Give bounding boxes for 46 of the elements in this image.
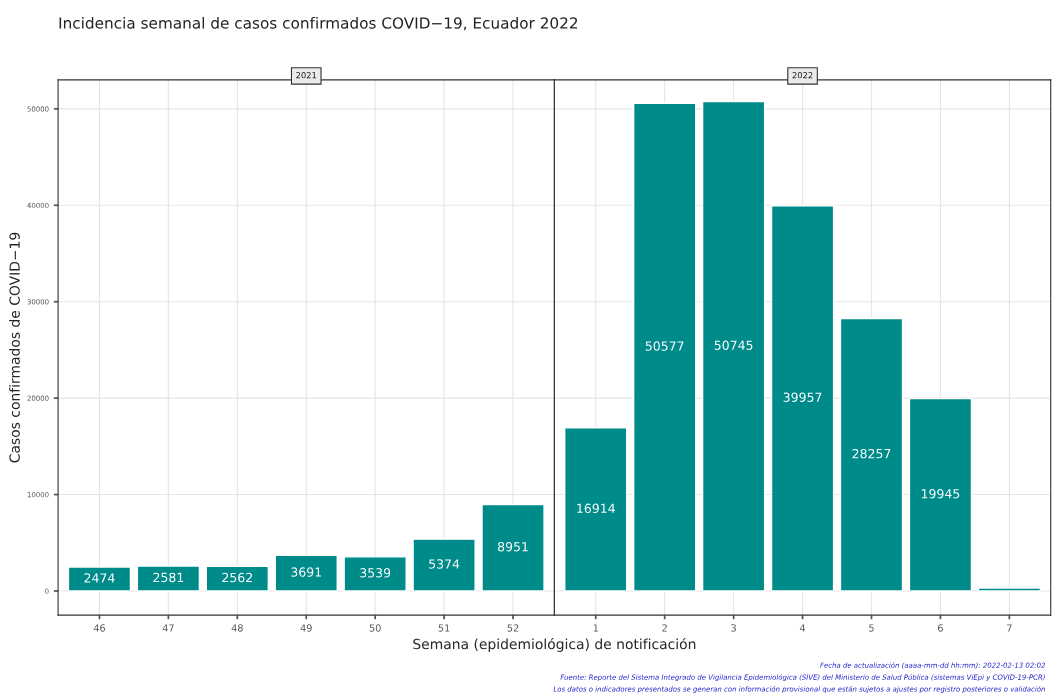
x-tick-label: 52: [507, 624, 519, 632]
x-tick-label: 49: [300, 624, 312, 632]
bar: [701, 100, 766, 592]
data-label: 5374: [429, 559, 460, 569]
chart-title: Incidencia semanal de casos confirmados COVID−19, Ecuador 2022: [59, 16, 578, 31]
x-tick-label: 6: [938, 624, 943, 632]
y-axis-title: Casos confirmados de COVID−19: [9, 232, 20, 463]
data-label: 2581: [153, 572, 184, 583]
x-tick-label: 3: [731, 624, 736, 632]
data-label: 2474: [84, 573, 115, 583]
x-tick-label: 7: [1007, 624, 1012, 632]
bar: [632, 102, 697, 592]
x-tick-label: 50: [369, 624, 381, 632]
data-label: 19945: [921, 488, 960, 499]
data-label: 3539: [360, 568, 391, 578]
data-label: 3691: [291, 567, 321, 577]
chart-subtitle: 2021: [296, 72, 317, 79]
chart-subtitle: 2022: [792, 72, 813, 79]
x-tick-label: 1: [593, 624, 598, 632]
bar: [67, 566, 132, 592]
bar: [412, 538, 476, 592]
bar: [564, 427, 628, 592]
data-label: 50577: [645, 341, 684, 351]
x-tick-label: 2: [662, 624, 667, 632]
data-label: 50745: [714, 340, 753, 350]
x-tick-label: 5: [869, 624, 874, 632]
bar: [839, 317, 904, 592]
x-tick-label: 48: [231, 624, 243, 632]
bar: [481, 503, 545, 592]
bar: [274, 554, 338, 592]
data-label: 2562: [222, 572, 252, 583]
bar: [977, 587, 1042, 592]
bar: [908, 397, 973, 592]
bar: [136, 565, 201, 592]
x-tick-label: 46: [93, 624, 106, 632]
x-axis-title: Semana (epidemiológica) de notificación: [413, 637, 696, 652]
data-label: 39957: [783, 392, 822, 402]
bar: [343, 556, 407, 592]
bar: [770, 204, 835, 592]
data-label: 16914: [577, 503, 615, 514]
bar: [205, 565, 270, 592]
data-label: 8951: [497, 541, 528, 552]
data-label: 28257: [852, 448, 891, 459]
x-tick-label: 51: [438, 624, 450, 632]
x-tick-label: 4: [799, 624, 806, 632]
x-tick-label: 47: [162, 624, 174, 632]
